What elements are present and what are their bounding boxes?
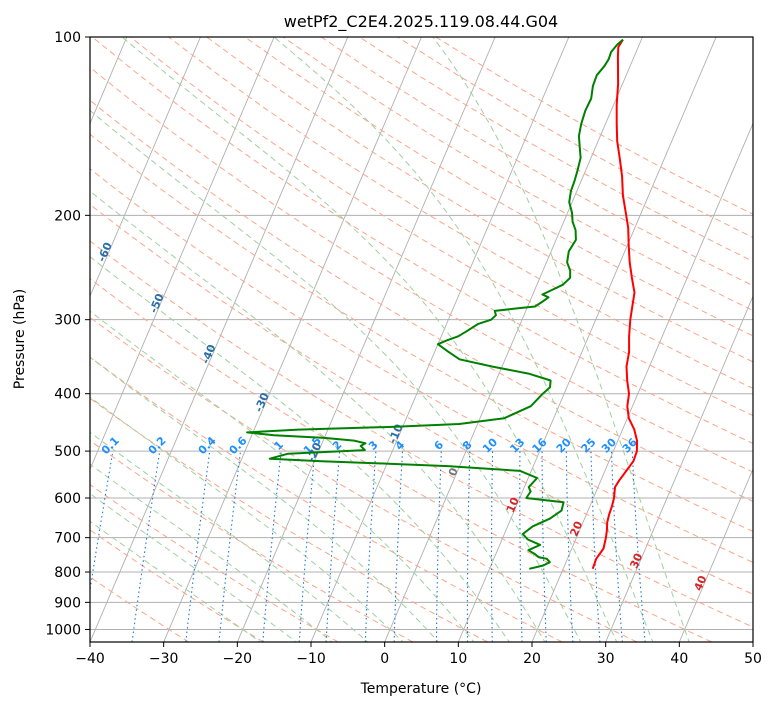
chart-title: wetPf2_C2E4.2025.119.08.44.G04: [284, 12, 558, 32]
x-tick-label: −10: [296, 651, 326, 667]
y-tick-label: 600: [54, 491, 81, 507]
y-tick-label: 500: [54, 444, 81, 460]
mixing-ratio-line: [565, 451, 574, 642]
y-tick-label: 400: [54, 387, 81, 403]
dry-adiabat-line: [90, 203, 753, 595]
dry-adiabat-line: [282, 37, 753, 312]
moist-adiabat-line: [273, 37, 654, 642]
profile-lines: [246, 38, 638, 570]
moist-adiabat-line: [121, 37, 618, 642]
dewpoint-line: [246, 38, 624, 570]
dry-adiabat-line: [90, 316, 638, 642]
x-tick-label: 40: [670, 651, 688, 667]
plot-frame: [89, 36, 754, 643]
mixing-ratio-line: [610, 451, 623, 642]
isotherm-label-warm: 10: [504, 495, 522, 514]
mixing-ratio-line: [541, 451, 547, 642]
x-tick-label: −30: [149, 651, 179, 667]
isotherm-label-warm: 30: [627, 551, 645, 570]
dry-adiabat-line: [90, 278, 712, 642]
moist-adiabat-line: [90, 520, 262, 642]
isotherm-line: [236, 37, 496, 642]
mixing-ratio-line: [435, 451, 442, 642]
moist-adiabat-line: [90, 463, 333, 642]
mixing-ratio-line: [325, 451, 341, 642]
y-tick-label: 700: [54, 531, 81, 547]
temperature-line: [591, 39, 638, 570]
dry-adiabat-line: [90, 240, 753, 628]
isotherm-line: [90, 37, 275, 471]
mixing-ratio-line: [131, 451, 161, 642]
isotherm-line: [457, 37, 717, 642]
isotherm-line: [531, 122, 753, 642]
dry-adiabat-line: [90, 168, 753, 563]
mixing-ratio-line: [519, 451, 523, 642]
y-axis: 100 200 300 400 500 600 700 800 900 1000: [45, 30, 90, 638]
moist-adiabat-line: [90, 493, 298, 642]
dry-adiabat-line: [90, 133, 753, 533]
x-tick-label: 10: [449, 651, 467, 667]
x-axis-title: Temperature (°C): [360, 681, 482, 697]
moist-adiabat-line: [432, 37, 690, 642]
isotherm-line: [90, 37, 201, 298]
mixing-ratio-line: [298, 451, 316, 642]
background-lines: [90, 37, 753, 642]
dry-adiabat-line: [90, 99, 753, 502]
moist-adiabat-line: [90, 356, 440, 642]
moist-adiabat-line: [90, 431, 369, 642]
mixing-ratio-line: [590, 451, 601, 642]
y-tick-label: 900: [54, 595, 81, 611]
x-tick-label: −20: [223, 651, 253, 667]
moist-adiabat-line: [90, 310, 475, 642]
isotherm-label-warm: 40: [692, 573, 710, 592]
mixing-ratio-line: [466, 451, 471, 642]
x-axis: −40 −30 −20 −10 0 10 20 30 40 50: [75, 642, 762, 667]
y-tick-label: 300: [54, 313, 81, 329]
y-tick-label: 1000: [45, 622, 81, 638]
dry-adiabat-line: [91, 37, 753, 444]
y-tick-label: 800: [54, 565, 81, 581]
x-tick-label: 50: [744, 651, 762, 667]
isotherm-line: [384, 37, 643, 642]
dry-adiabat-line: [244, 37, 753, 337]
y-tick-label: 100: [54, 30, 81, 46]
mixing-ratio-line: [364, 451, 377, 642]
y-tick-label: 200: [54, 208, 81, 224]
x-tick-label: −40: [75, 651, 105, 667]
mixing-ratio-line: [218, 451, 242, 642]
mixing-ratio-line: [262, 451, 282, 642]
moist-adiabat-line: [90, 256, 511, 642]
mixing-ratio-line: [185, 451, 211, 642]
dry-adiabat-line: [90, 529, 264, 642]
dry-adiabat-line: [90, 356, 563, 642]
isotherm-label-warm: 20: [567, 519, 585, 538]
x-tick-label: 0: [380, 651, 389, 667]
x-tick-label: 20: [523, 651, 541, 667]
isotherm-line: [90, 37, 349, 642]
mixing-ratio-line: [631, 451, 646, 642]
isotherm-line: [163, 37, 422, 642]
y-axis-title: Pressure (hPa): [12, 289, 28, 389]
mixing-ratio-line: [490, 451, 494, 642]
isotherm-line: [605, 295, 753, 642]
dry-adiabat-line: [90, 483, 339, 642]
mixing-ratio-line: [90, 451, 114, 593]
moist-adiabat-line: [90, 396, 404, 642]
dry-adiabat-line: [130, 37, 753, 417]
isotherm-line: [678, 467, 753, 642]
mixing-ratio-line: [393, 451, 404, 642]
dry-adiabat-line: [168, 37, 753, 389]
x-tick-label: 30: [597, 651, 615, 667]
